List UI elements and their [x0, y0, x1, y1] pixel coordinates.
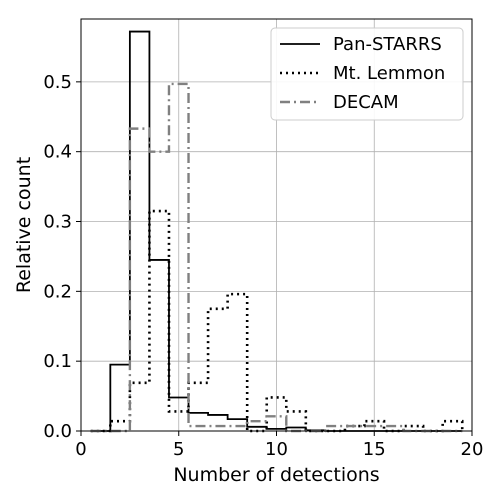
- legend-label-0: Pan-STARRS: [333, 34, 442, 55]
- x-tick-label-3: 15: [363, 439, 386, 460]
- y-tick-label-4: 0.4: [43, 142, 72, 163]
- y-tick-label-3: 0.3: [43, 212, 72, 233]
- x-tick-label-0: 0: [75, 439, 86, 460]
- y-tick-label-0: 0.0: [43, 421, 72, 442]
- y-tick-label-1: 0.1: [43, 351, 72, 372]
- x-tick-label-4: 20: [461, 439, 484, 460]
- x-tick-label-2: 10: [265, 439, 288, 460]
- y-tick-label-5: 0.5: [43, 72, 72, 93]
- x-axis-ticks: 0 5 10 15 20: [75, 431, 483, 460]
- series-decam: [90, 82, 463, 433]
- x-axis-label: Number of detections: [173, 464, 379, 486]
- y-axis-label: Relative count: [13, 157, 35, 293]
- legend-label-1: Mt. Lemmon: [333, 63, 445, 84]
- legend-box: [270, 27, 464, 121]
- y-axis-ticks: 0.0 0.1 0.2 0.3 0.4 0.5: [43, 72, 81, 442]
- x-tick-label-1: 5: [173, 439, 184, 460]
- y-tick-label-2: 0.2: [43, 281, 72, 302]
- legend-label-2: DECAM: [333, 92, 399, 113]
- legend: Pan-STARRS Mt. Lemmon DECAM: [270, 27, 464, 121]
